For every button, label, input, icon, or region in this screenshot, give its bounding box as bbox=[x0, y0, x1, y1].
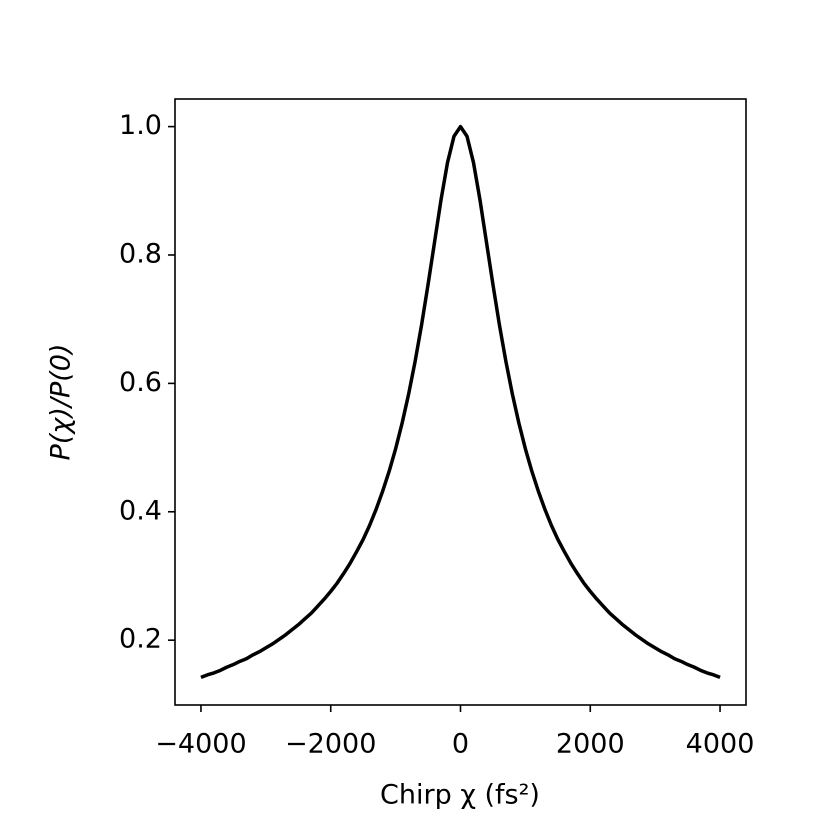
x-tick-label: 0 bbox=[452, 729, 469, 760]
y-axis-label: P(χ)/P(0) bbox=[46, 344, 77, 461]
y-tick-label: 0.6 bbox=[119, 367, 162, 398]
line-series bbox=[200, 124, 721, 680]
y-tick-label: 0.8 bbox=[119, 238, 162, 269]
x-axis-label: Chirp χ (fs²) bbox=[380, 780, 540, 811]
y-tick-label: 1.0 bbox=[119, 110, 162, 141]
x-tick-label: −4000 bbox=[155, 729, 246, 760]
y-tick-label: 0.2 bbox=[119, 624, 162, 655]
plot-frame bbox=[174, 98, 747, 706]
x-tick-label: 4000 bbox=[686, 729, 755, 760]
y-tick-label: 0.4 bbox=[119, 495, 162, 526]
x-tick-label: −2000 bbox=[285, 729, 376, 760]
x-tick-label: 2000 bbox=[556, 729, 625, 760]
